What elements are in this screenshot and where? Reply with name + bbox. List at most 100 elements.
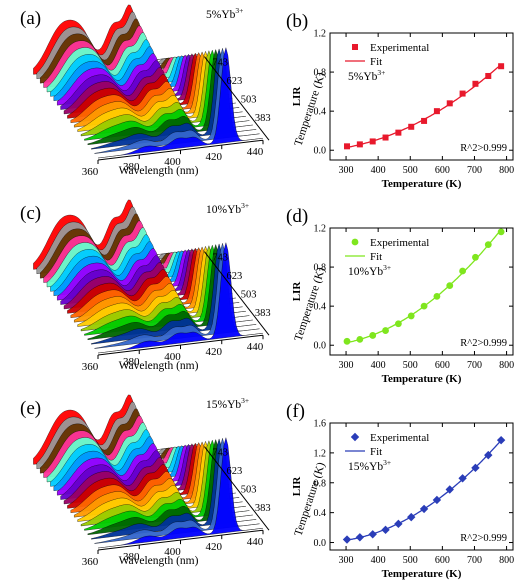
- x-tick-label: 300: [339, 360, 354, 371]
- depth-tick-label: 383: [255, 308, 271, 319]
- data-point: [355, 533, 365, 542]
- data-point: [433, 292, 441, 300]
- data-point: [369, 138, 376, 145]
- data-point: [472, 253, 479, 261]
- x-tick-label: 420: [206, 346, 223, 358]
- data-point: [368, 530, 377, 539]
- data-point: [497, 228, 505, 236]
- data-point: [484, 241, 492, 249]
- legend-label: Experimental: [370, 432, 429, 444]
- y-tick-label: 0.0: [314, 538, 327, 549]
- panel-label: (f): [286, 401, 305, 422]
- annotation-superscript: 3+: [377, 68, 385, 77]
- spectrum-series: [97, 47, 264, 159]
- annotation-superscript: 3+: [383, 458, 391, 467]
- fit-quality-note: R^2>0.999: [460, 533, 507, 544]
- x-tick-label: 300: [339, 165, 354, 176]
- sample-annotation: 15%Yb3+: [206, 396, 249, 411]
- x-tick-label: 300: [339, 555, 354, 566]
- data-point: [458, 474, 467, 483]
- depth-tick-label: 503: [241, 94, 257, 105]
- y-tick-label: 1.2: [314, 448, 327, 459]
- sample-annotation: 15%Yb3+: [348, 458, 391, 473]
- x-axis-label: Wavelength (nm): [119, 555, 199, 567]
- x-tick-label: 420: [206, 151, 223, 163]
- x-tick-label: 420: [206, 541, 223, 553]
- annotation-superscript: 3+: [241, 201, 249, 210]
- y-axis-label: LIR: [291, 281, 303, 302]
- y-tick-label: 0.8: [314, 263, 327, 274]
- panel-c: (c) 360 380 400 420 440 Wavelength (nm) 743 623 5…: [20, 199, 328, 373]
- y-tick-label: 1.2: [314, 224, 327, 235]
- depth-tick-label: 623: [226, 271, 242, 282]
- panel-label: (e): [20, 398, 41, 419]
- x-tick-label: 600: [435, 360, 450, 371]
- data-point: [356, 335, 364, 343]
- data-point: [421, 117, 428, 124]
- data-point: [496, 435, 506, 445]
- data-point: [498, 63, 505, 70]
- spectrum-series: [97, 242, 264, 354]
- panel-d: 300 400 500 600 700 800 0.0 0.4 0.8 1.2 Temperatur…: [286, 206, 514, 385]
- data-point: [484, 450, 493, 460]
- data-point: [356, 141, 363, 148]
- annotation-superscript: 3+: [241, 396, 249, 405]
- legend-marker: [352, 44, 358, 50]
- y-tick-label: 1.6: [314, 419, 327, 430]
- x-tick-label: 800: [499, 555, 514, 566]
- x-tick-label: 500: [403, 165, 418, 176]
- data-point: [344, 143, 351, 150]
- x-tick-label: 400: [371, 165, 386, 176]
- x-axis-label: Wavelength (nm): [119, 165, 199, 177]
- data-point: [408, 123, 415, 130]
- x-tick-label: 380: [123, 161, 140, 173]
- panel-b: 300 400 500 600 700 800 0.0 0.4 0.8 1.2 Temperatur…: [286, 11, 514, 190]
- x-tick-label: 500: [403, 555, 418, 566]
- data-point: [445, 485, 454, 494]
- y-axis-label: LIR: [291, 476, 303, 497]
- x-tick-label: 600: [435, 555, 450, 566]
- x-tick-label: 360: [82, 361, 99, 373]
- x-tick-label: 380: [123, 356, 140, 368]
- sample-annotation: 5%Yb3+: [348, 68, 385, 83]
- data-point: [382, 327, 389, 334]
- x-tick-label: 700: [467, 360, 482, 371]
- data-point: [459, 90, 466, 97]
- legend-label: Fit: [370, 446, 382, 458]
- y-tick-label: 0.8: [314, 478, 327, 489]
- x-tick-label: 500: [403, 360, 418, 371]
- sample-annotation: 5%Yb3+: [206, 6, 243, 21]
- x-tick-label: 380: [123, 551, 140, 563]
- x-tick-label: 440: [247, 341, 264, 353]
- data-point: [394, 519, 403, 529]
- y-tick-label: 0.0: [314, 341, 327, 352]
- data-point: [342, 535, 352, 544]
- legend-marker: [350, 432, 360, 442]
- data-point: [446, 282, 454, 290]
- x-tick-label: 400: [164, 351, 181, 363]
- panel-a: (a) 360 380 400 420 440 Wavelength (nm) 743 623 5…: [20, 4, 328, 178]
- data-point: [419, 504, 429, 514]
- depth-tick-label: 383: [255, 113, 271, 124]
- legend-label: Experimental: [370, 42, 429, 54]
- depth-tick-label: 743: [212, 253, 228, 264]
- x-tick-label: 400: [371, 360, 386, 371]
- fit-quality-note: R^2>0.999: [460, 338, 507, 349]
- legend-label: Experimental: [370, 237, 429, 249]
- x-axis-label: Temperature (K): [382, 373, 462, 385]
- x-tick-label: 440: [247, 536, 264, 548]
- x-tick-label: 440: [247, 146, 264, 158]
- legend-marker: [351, 238, 359, 246]
- data-point: [459, 267, 466, 275]
- x-axis-label: Wavelength (nm): [119, 360, 199, 372]
- x-tick-label: 400: [164, 546, 181, 558]
- data-point: [343, 337, 351, 345]
- panel-label: (c): [20, 203, 41, 224]
- data-point: [472, 80, 479, 87]
- y-tick-label: 0.4: [314, 107, 327, 118]
- data-point: [369, 332, 377, 339]
- x-axis-label: Temperature (K): [382, 178, 462, 190]
- x-tick-label: 360: [82, 166, 99, 178]
- x-tick-label: 700: [467, 555, 482, 566]
